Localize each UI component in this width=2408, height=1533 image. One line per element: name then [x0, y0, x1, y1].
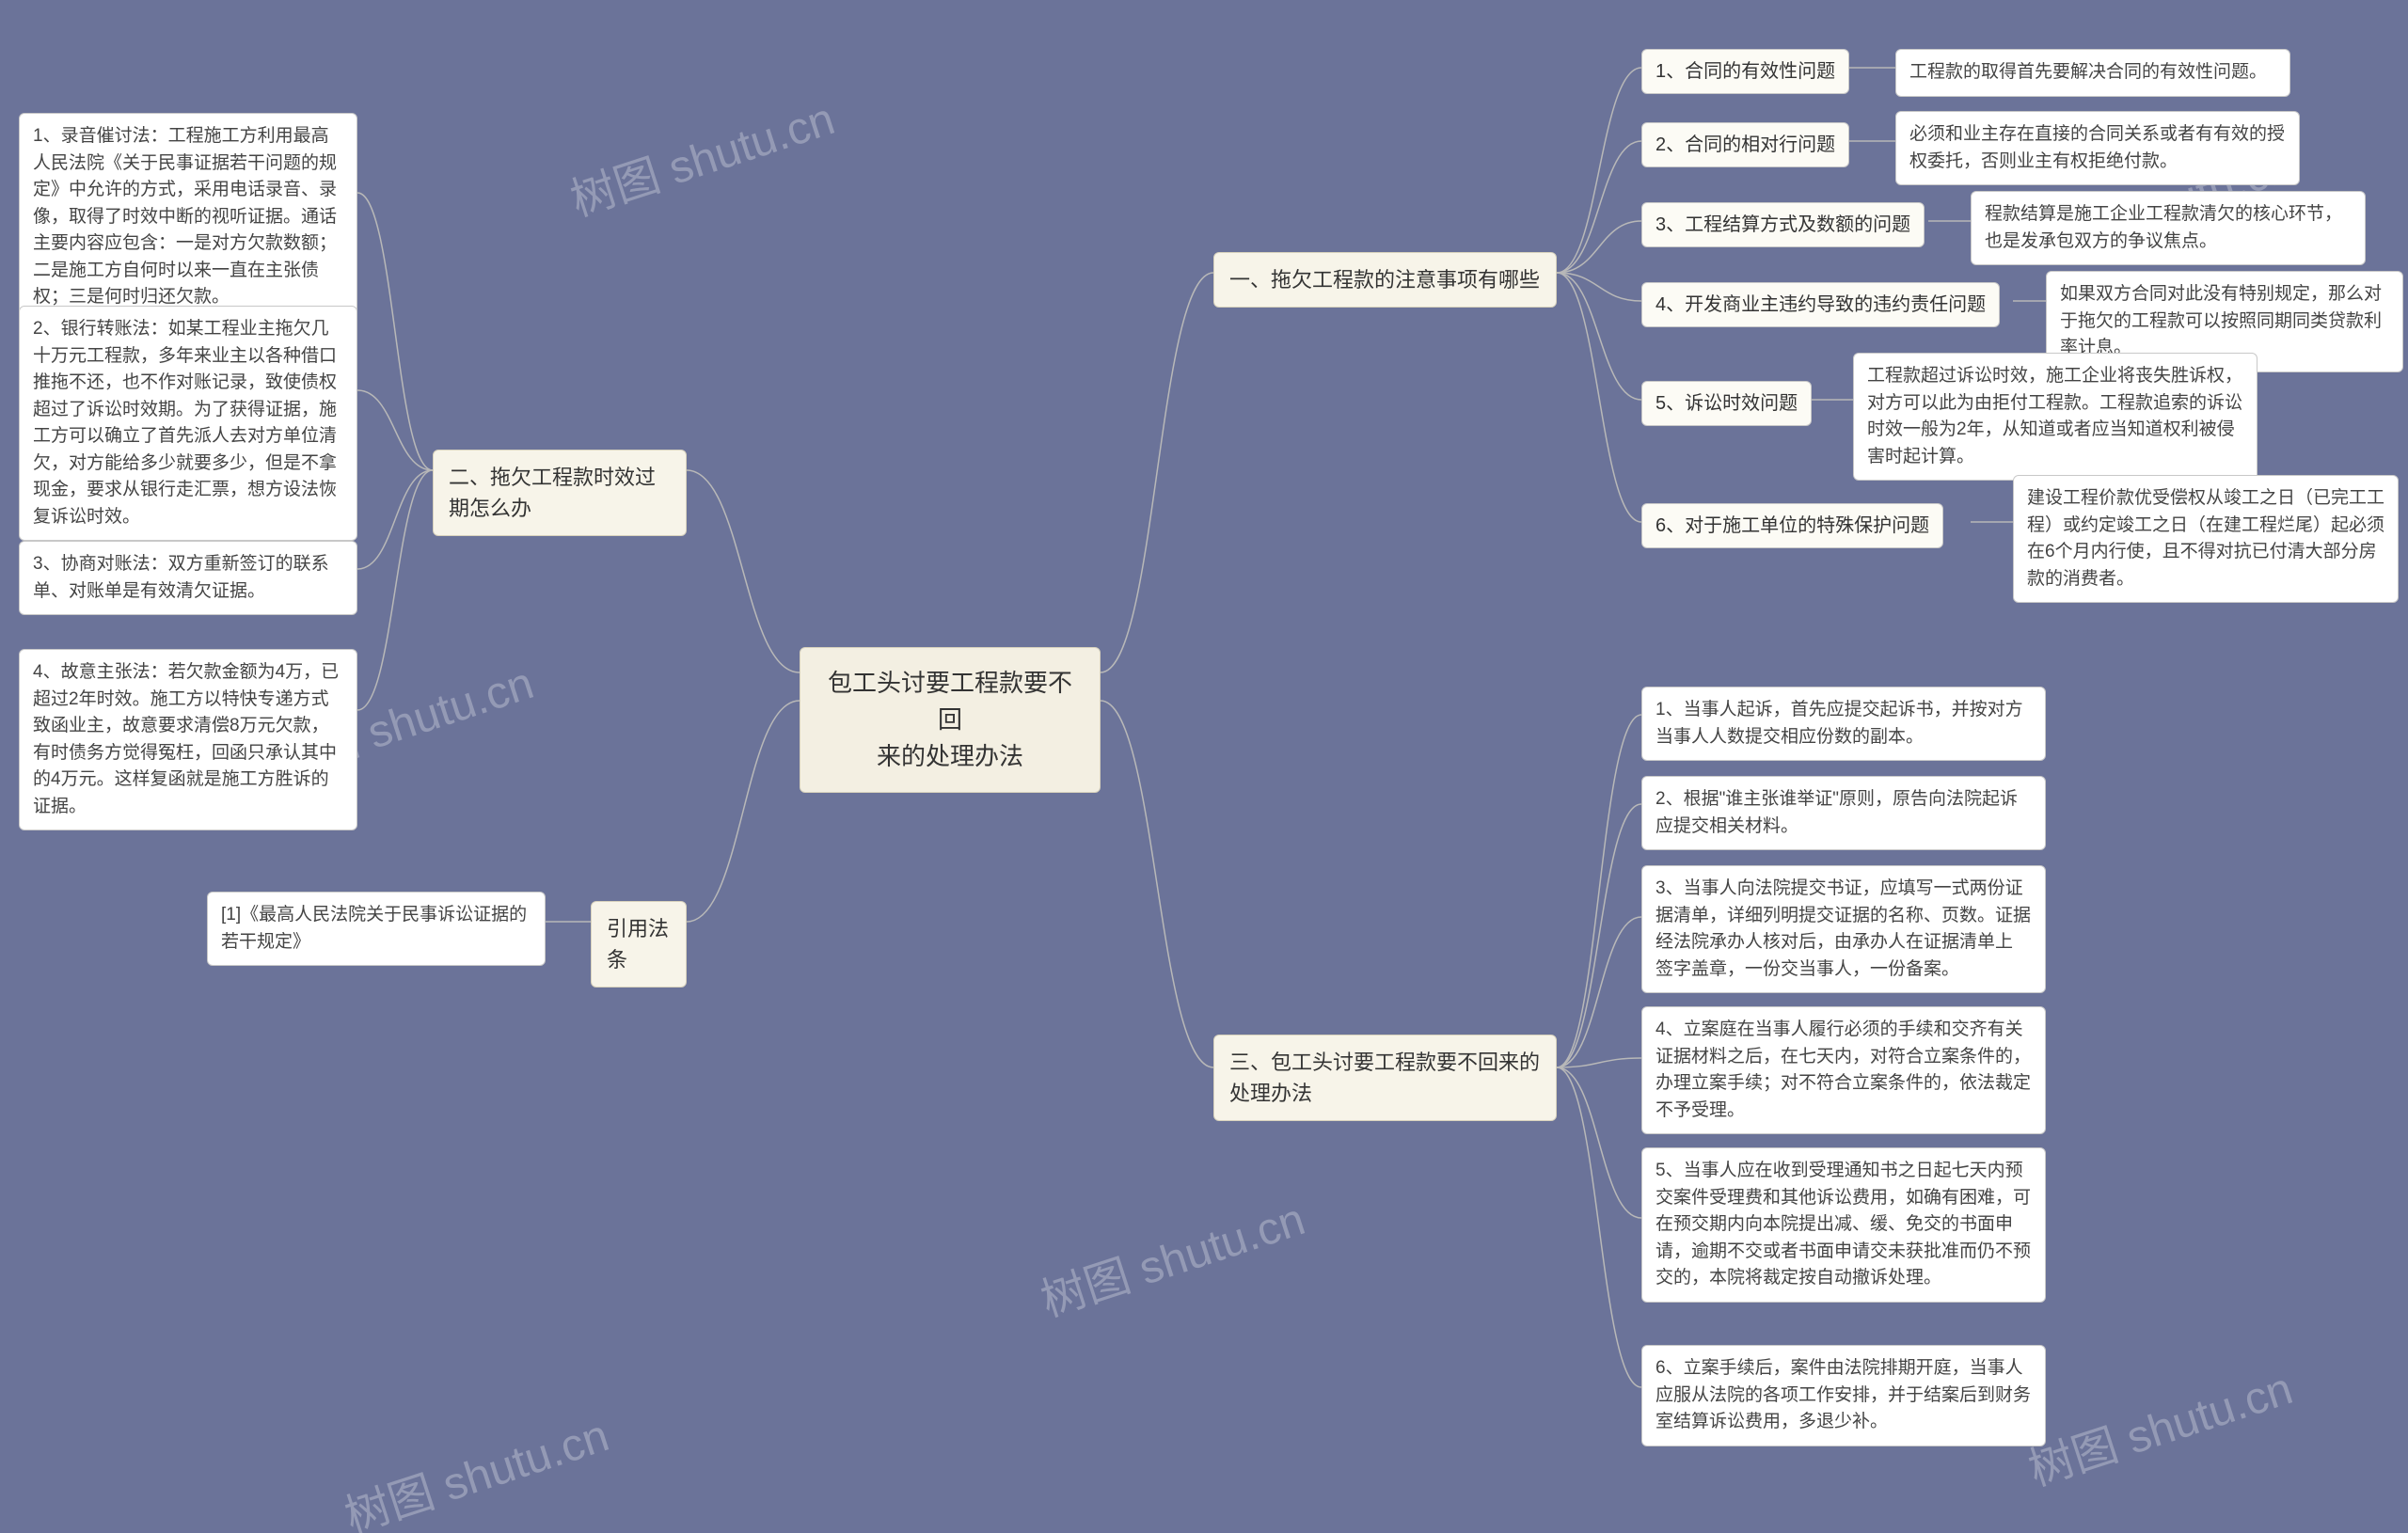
branch-2[interactable]: 二、拖欠工程款时效过期怎么办 — [433, 450, 687, 536]
branch1-sub4-label: 4、开发商业主违约导致的违约责任问题 — [1656, 294, 1986, 315]
branch1-sub1-leaf[interactable]: 工程款的取得首先要解决合同的有效性问题。 — [1895, 49, 2290, 97]
leaf-text: 1、当事人起诉，首先应提交起诉书，并按对方当事人人数提交相应份数的副本。 — [1656, 700, 2023, 747]
leaf-text: 工程款超过诉讼时效，施工企业将丧失胜诉权，对方可以此为由拒付工程款。工程款追索的… — [1867, 366, 2242, 466]
branch-3-label-l2: 处理办法 — [1229, 1078, 1541, 1109]
branch2-leaf1[interactable]: 1、录音催讨法：工程施工方利用最高人民法院《关于民事证据若干问题的规定》中允许的… — [19, 113, 357, 322]
branch3-leaf4[interactable]: 4、立案庭在当事人履行必须的手续和交齐有关证据材料之后，在七天内，对符合立案条件… — [1641, 1006, 2046, 1134]
branch1-sub6-label: 6、对于施工单位的特殊保护问题 — [1656, 515, 1929, 536]
branch2-leaf2[interactable]: 2、银行转账法：如某工程业主拖欠几十万元工程款，多年来业主以各种借口推拖不还，也… — [19, 306, 357, 541]
mindmap-canvas: 树图 shutu.cn 树图 shutu.cn 树图 shutu.cn 树图 s… — [0, 0, 2408, 1533]
branch3-leaf6[interactable]: 6、立案手续后，案件由法院排期开庭，当事人应服从法院的各项工作安排，并于结案后到… — [1641, 1345, 2046, 1446]
branch-4-label: 引用法条 — [607, 917, 669, 972]
branch1-sub5-leaf[interactable]: 工程款超过诉讼时效，施工企业将丧失胜诉权，对方可以此为由拒付工程款。工程款追索的… — [1853, 353, 2258, 481]
leaf-text: 3、协商对账法：双方重新签订的联系单、对账单是有效清欠证据。 — [33, 554, 329, 601]
leaf-text: 4、故意主张法：若欠款金额为4万，已超过2年时效。施工方以特快专递方式致函业主，… — [33, 662, 339, 816]
branch1-sub1-label: 1、合同的有效性问题 — [1656, 61, 1835, 82]
leaf-text: 必须和业主存在直接的合同关系或者有有效的授权委托，否则业主有权拒绝付款。 — [1909, 124, 2285, 171]
branch1-sub6-leaf[interactable]: 建设工程价款优受偿权从竣工之日（已完工工程）或约定竣工之日（在建工程烂尾）起必须… — [2013, 475, 2399, 603]
branch3-leaf5[interactable]: 5、当事人应在收到受理通知书之日起七天内预交案件受理费和其他诉讼费用，如确有困难… — [1641, 1147, 2046, 1303]
leaf-text: 4、立案庭在当事人履行必须的手续和交齐有关证据材料之后，在七天内，对符合立案条件… — [1656, 1019, 2031, 1120]
leaf-text: 1、录音催讨法：工程施工方利用最高人民法院《关于民事证据若干问题的规定》中允许的… — [33, 126, 337, 307]
center-node[interactable]: 包工头讨要工程款要不回 来的处理办法 — [800, 647, 1101, 793]
branch2-leaf3[interactable]: 3、协商对账法：双方重新签订的联系单、对账单是有效清欠证据。 — [19, 541, 357, 615]
center-title-line2: 来的处理办法 — [819, 738, 1081, 775]
leaf-text: 2、银行转账法：如某工程业主拖欠几十万元工程款，多年来业主以各种借口推拖不还，也… — [33, 319, 337, 527]
branch4-leaf[interactable]: [1]《最高人民法院关于民事诉讼证据的若干规定》 — [207, 892, 546, 966]
leaf-text: 5、当事人应在收到受理通知书之日起七天内预交案件受理费和其他诉讼费用，如确有困难… — [1656, 1161, 2031, 1288]
branch1-sub4[interactable]: 4、开发商业主违约导致的违约责任问题 — [1641, 282, 2000, 327]
branch1-sub6[interactable]: 6、对于施工单位的特殊保护问题 — [1641, 503, 1943, 548]
watermark: 树图 shutu.cn — [1031, 1182, 1311, 1329]
watermark: 树图 shutu.cn — [2019, 1351, 2299, 1498]
branch1-sub3-label: 3、工程结算方式及数额的问题 — [1656, 214, 1910, 235]
watermark: 树图 shutu.cn — [561, 82, 841, 229]
leaf-text: 6、立案手续后，案件由法院排期开庭，当事人应服从法院的各项工作安排，并于结案后到… — [1656, 1358, 2031, 1431]
leaf-text: 2、根据"谁主张谁举证"原则，原告向法院起诉应提交相关材料。 — [1656, 789, 2018, 836]
branch1-sub3-leaf[interactable]: 程款结算是施工企业工程款清欠的核心环节，也是发承包双方的争议焦点。 — [1971, 191, 2366, 265]
leaf-text: 3、当事人向法院提交书证，应填写一式两份证据清单，详细列明提交证据的名称、页数。… — [1656, 878, 2031, 979]
leaf-text: [1]《最高人民法院关于民事诉讼证据的若干规定》 — [221, 905, 527, 952]
watermark: 树图 shutu.cn — [335, 1399, 615, 1533]
branch1-sub2[interactable]: 2、合同的相对行问题 — [1641, 122, 1849, 167]
leaf-text: 工程款的取得首先要解决合同的有效性问题。 — [1909, 62, 2267, 82]
branch-2-label: 二、拖欠工程款时效过期怎么办 — [449, 466, 656, 520]
branch-3-label-l1: 三、包工头讨要工程款要不回来的 — [1229, 1047, 1541, 1078]
center-title-line1: 包工头讨要工程款要不回 — [819, 665, 1081, 738]
branch3-leaf3[interactable]: 3、当事人向法院提交书证，应填写一式两份证据清单，详细列明提交证据的名称、页数。… — [1641, 865, 2046, 993]
branch1-sub5[interactable]: 5、诉讼时效问题 — [1641, 381, 1812, 426]
branch1-sub2-leaf[interactable]: 必须和业主存在直接的合同关系或者有有效的授权委托，否则业主有权拒绝付款。 — [1895, 111, 2300, 185]
leaf-text: 建设工程价款优受偿权从竣工之日（已完工工程）或约定竣工之日（在建工程烂尾）起必须… — [2027, 488, 2384, 589]
leaf-text: 如果双方合同对此没有特别规定，那么对于拖欠的工程款可以按照同期同类贷款利率计息。 — [2060, 284, 2382, 357]
branch3-leaf2[interactable]: 2、根据"谁主张谁举证"原则，原告向法院起诉应提交相关材料。 — [1641, 776, 2046, 850]
branch-3[interactable]: 三、包工头讨要工程款要不回来的 处理办法 — [1213, 1035, 1557, 1121]
branch-1[interactable]: 一、拖欠工程款的注意事项有哪些 — [1213, 252, 1557, 308]
branch1-sub5-label: 5、诉讼时效问题 — [1656, 393, 1798, 414]
leaf-text: 程款结算是施工企业工程款清欠的核心环节，也是发承包双方的争议焦点。 — [1985, 204, 2342, 251]
branch1-sub1[interactable]: 1、合同的有效性问题 — [1641, 49, 1849, 94]
branch3-leaf1[interactable]: 1、当事人起诉，首先应提交起诉书，并按对方当事人人数提交相应份数的副本。 — [1641, 687, 2046, 761]
branch-1-label: 一、拖欠工程款的注意事项有哪些 — [1229, 268, 1540, 292]
branch1-sub2-label: 2、合同的相对行问题 — [1656, 134, 1835, 155]
branch2-leaf4[interactable]: 4、故意主张法：若欠款金额为4万，已超过2年时效。施工方以特快专递方式致函业主，… — [19, 649, 357, 830]
branch1-sub3[interactable]: 3、工程结算方式及数额的问题 — [1641, 202, 1925, 247]
branch-4[interactable]: 引用法条 — [591, 901, 687, 988]
